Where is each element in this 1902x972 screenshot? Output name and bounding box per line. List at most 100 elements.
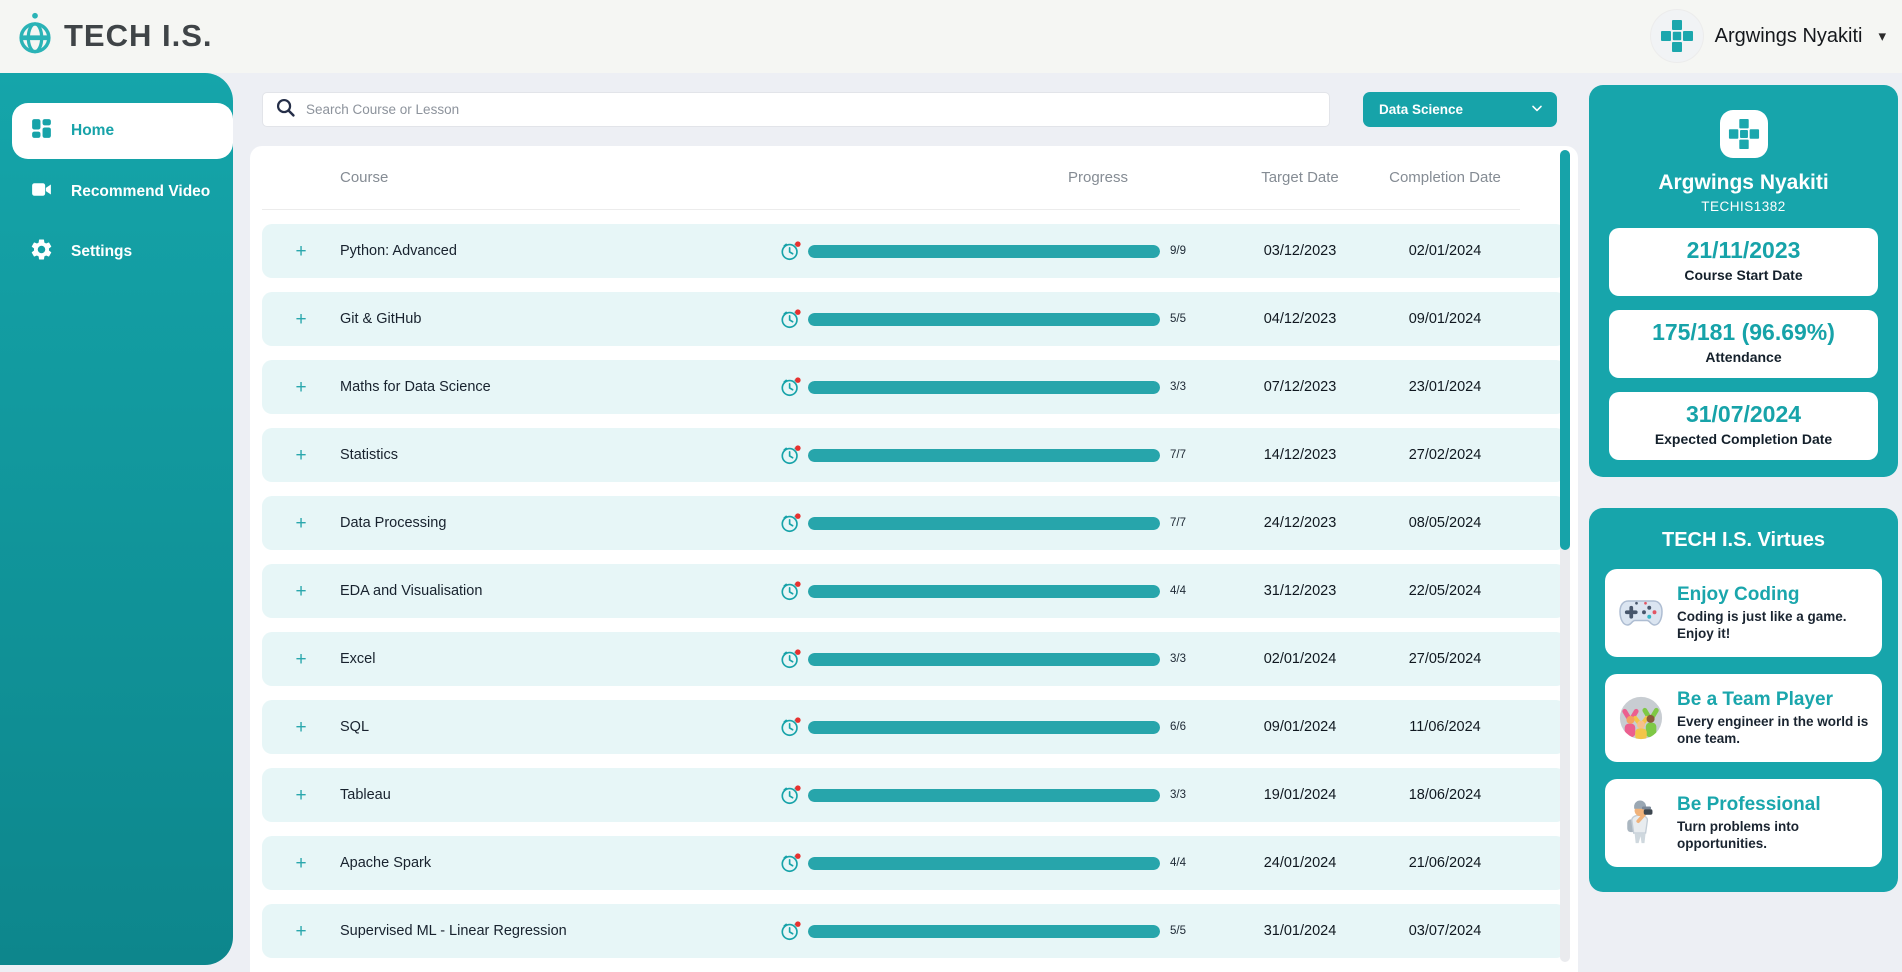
virtue-desc: Every engineer in the world is one team. [1677, 713, 1869, 746]
clock-alert-icon [780, 580, 802, 602]
table-row[interactable]: + Tableau 3/3 19/01/2024 18/06/2024 [262, 768, 1566, 822]
table-row[interactable]: + Apache Spark 4/4 24/01/2024 21/06/2024 [262, 836, 1566, 890]
course-rows: + Python: Advanced 9/9 03/12/2023 02/01/… [262, 224, 1566, 972]
expand-course-button[interactable]: + [295, 920, 307, 942]
progress-fraction: 7/7 [1170, 449, 1186, 461]
target-date: 31/01/2024 [1263, 923, 1337, 939]
progress-fraction: 4/4 [1170, 585, 1186, 597]
expand-course-button[interactable]: + [295, 376, 307, 398]
scrollbar-track [1560, 150, 1570, 962]
user-name: Argwings Nyakiti [1714, 24, 1863, 47]
table-row[interactable]: + Maths for Data Science 3/3 07/12/2023 … [262, 360, 1566, 414]
expand-course-button[interactable]: + [295, 784, 307, 806]
progress-bar [808, 788, 1160, 802]
progress-fraction: 9/9 [1170, 245, 1186, 257]
table-row[interactable]: + Python: Advanced 9/9 03/12/2023 02/01/… [262, 224, 1566, 278]
progress-bar [808, 244, 1160, 258]
progress-bar [808, 448, 1160, 462]
virtue-enjoy-coding: Enjoy Coding Coding is just like a game.… [1605, 569, 1882, 657]
table-row[interactable]: + Git & GitHub 5/5 04/12/2023 09/01/2024 [262, 292, 1566, 346]
progress-fraction: 3/3 [1170, 653, 1186, 665]
course-name: Statistics [340, 447, 399, 463]
team-people-icon [1617, 695, 1665, 741]
clock-alert-icon [780, 852, 802, 874]
expand-course-button[interactable]: + [295, 308, 307, 330]
table-row[interactable]: + Statistics 7/7 14/12/2023 27/02/2024 [262, 428, 1566, 482]
table-header: Course Progress Target Date Completion D… [262, 146, 1520, 210]
table-row[interactable]: + EDA and Visualisation 4/4 31/12/2023 2… [262, 564, 1566, 618]
target-date: 19/01/2024 [1263, 787, 1337, 803]
clock-alert-icon [780, 308, 802, 330]
sidebar-item-label: Recommend Video [71, 183, 211, 200]
virtues-title: TECH I.S. Virtues [1661, 529, 1825, 551]
profile-card: Argwings Nyakiti TECHIS1382 21/11/2023 C… [1589, 85, 1898, 477]
sidebar-item-settings[interactable]: Settings [0, 230, 233, 274]
course-name: SQL [340, 719, 370, 735]
table-row[interactable]: + Data Processing 7/7 24/12/2023 08/05/2… [262, 496, 1566, 550]
sidebar-item-recommend-video[interactable]: Recommend Video [0, 170, 233, 214]
expand-course-button[interactable]: + [295, 240, 307, 262]
virtues-card: TECH I.S. Virtues Enjoy Coding Coding is… [1589, 508, 1898, 892]
table-row[interactable]: + SQL 6/6 09/01/2024 11/06/2024 [262, 700, 1566, 754]
progress-fraction: 5/5 [1170, 925, 1186, 937]
category-dropdown-value: Data Science [1379, 102, 1464, 117]
table-row[interactable]: + Supervised ML - Linear Regression 5/5 … [262, 904, 1566, 958]
sidebar: Home Recommend Video Settings [0, 73, 233, 965]
course-name: Maths for Data Science [340, 379, 491, 395]
completion-date: 22/05/2024 [1408, 583, 1482, 599]
progress-fraction: 7/7 [1170, 517, 1186, 529]
progress-bar [808, 720, 1160, 734]
chevron-down-icon [1529, 100, 1545, 119]
expand-course-button[interactable]: + [295, 580, 307, 602]
stat-expected-completion: 31/07/2024 Expected Completion Date [1609, 392, 1878, 460]
virtue-team-player: Be a Team Player Every engineer in the w… [1605, 674, 1882, 762]
scrollbar-thumb[interactable] [1560, 150, 1570, 550]
table-row[interactable]: + Excel 3/3 02/01/2024 27/05/2024 [262, 632, 1566, 686]
clock-alert-icon [780, 512, 802, 534]
profile-avatar [1719, 110, 1768, 158]
course-name: Git & GitHub [340, 311, 422, 327]
column-header-target-date: Target Date [1261, 169, 1339, 186]
sidebar-item-label: Settings [71, 243, 133, 260]
virtue-title: Be a Team Player [1677, 688, 1833, 710]
dashboard-icon [29, 116, 54, 146]
progress-bar [808, 924, 1160, 938]
clock-alert-icon [780, 240, 802, 262]
virtue-title: Enjoy Coding [1677, 583, 1800, 605]
course-table-card: Course Progress Target Date Completion D… [250, 146, 1578, 972]
expand-course-button[interactable]: + [295, 648, 307, 670]
target-date: 24/12/2023 [1263, 515, 1337, 531]
brand-name: TECH I.S. [64, 17, 213, 53]
binoculars-person-icon [1617, 800, 1665, 846]
expand-course-button[interactable]: + [295, 716, 307, 738]
target-date: 02/01/2024 [1263, 651, 1337, 667]
category-dropdown[interactable]: Data Science [1363, 92, 1557, 127]
course-name: Excel [340, 651, 376, 667]
target-date: 04/12/2023 [1263, 311, 1337, 327]
stat-attendance: 175/181 (96.69%) Attendance [1609, 310, 1878, 378]
expand-course-button[interactable]: + [295, 512, 307, 534]
sidebar-item-label: Home [71, 122, 115, 139]
clock-alert-icon [780, 716, 802, 738]
completion-date: 27/05/2024 [1408, 651, 1482, 667]
progress-fraction: 5/5 [1170, 313, 1186, 325]
expand-course-button[interactable]: + [295, 852, 307, 874]
expand-course-button[interactable]: + [295, 444, 307, 466]
stat-label: Course Start Date [1684, 267, 1803, 283]
sidebar-item-home[interactable]: Home [12, 103, 233, 159]
completion-date: 08/05/2024 [1408, 515, 1482, 531]
topbar: TECH I.S. Argwings Nyakiti ▾ [0, 0, 1902, 73]
clock-alert-icon [780, 784, 802, 806]
stat-label: Expected Completion Date [1654, 431, 1833, 447]
completion-date: 21/06/2024 [1408, 855, 1482, 871]
progress-fraction: 3/3 [1170, 381, 1186, 393]
game-controller-icon [1617, 594, 1665, 632]
column-header-progress: Progress [1067, 169, 1129, 186]
globe-icon [12, 11, 58, 60]
course-name: Tableau [340, 787, 391, 803]
target-date: 14/12/2023 [1263, 447, 1337, 463]
user-menu[interactable]: Argwings Nyakiti ▾ [1650, 10, 1886, 62]
column-header-completion-date: Completion Date [1389, 169, 1501, 186]
search-input[interactable] [306, 102, 1317, 117]
course-name: Supervised ML - Linear Regression [340, 923, 567, 939]
